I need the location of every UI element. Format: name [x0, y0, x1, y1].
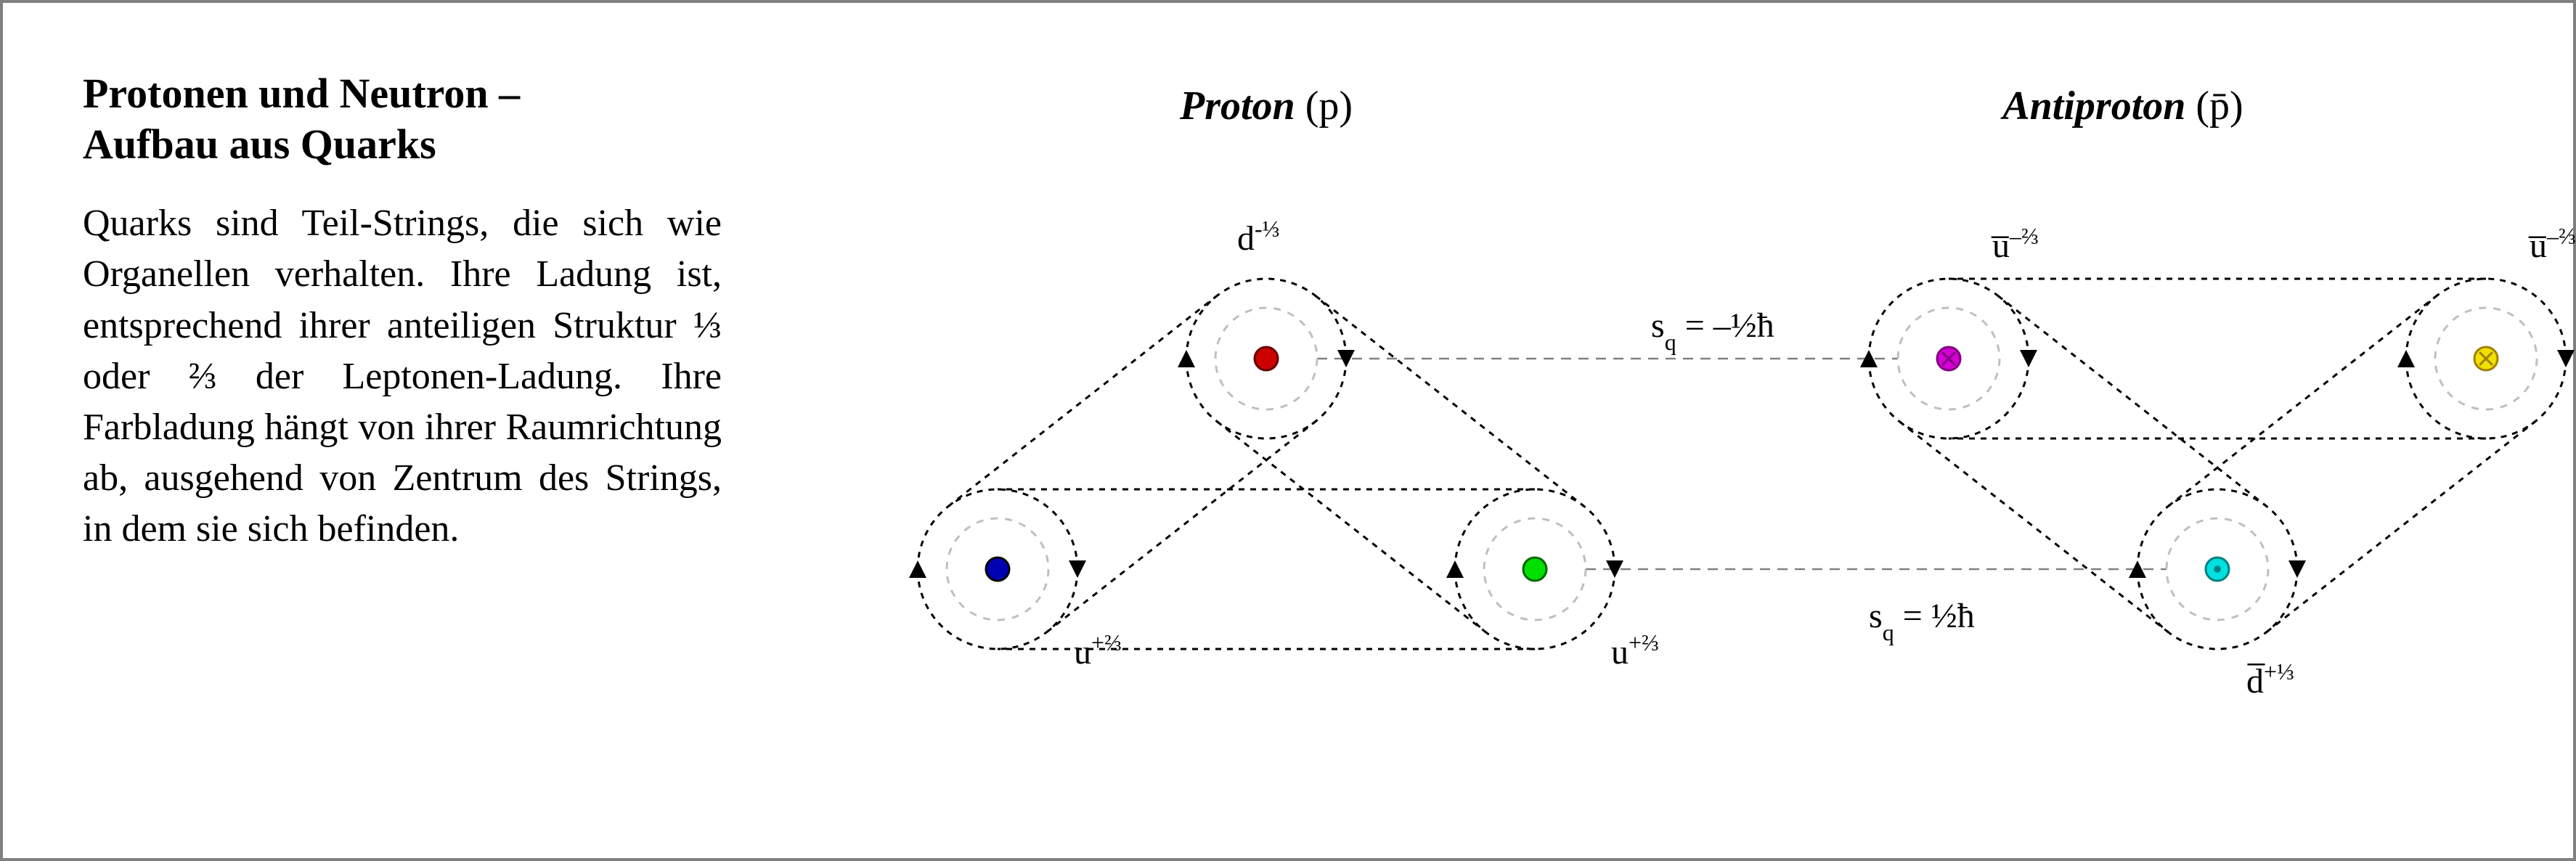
- diagram-svg: Proton (p) Antiproton (p̄) sq = –½ħ sq = ½ħ…: [802, 61, 2500, 787]
- spin-label: sq = ½ħ: [1869, 597, 1975, 645]
- title-line-1: Protonen und Neutron –: [83, 68, 722, 119]
- quark-bond: [948, 295, 1217, 506]
- spin-label: sq = –½ħ: [1651, 306, 1774, 355]
- quark-bond: [1217, 422, 1485, 632]
- quark-dot-icon: [1523, 558, 1546, 581]
- quark-label: u̅–⅔: [1991, 223, 2039, 265]
- quark-dot-icon: [986, 558, 1009, 581]
- quark-bond: [1047, 422, 1316, 632]
- quark-dot-icon: [1255, 347, 1278, 370]
- quark-label: d-⅓: [1237, 216, 1280, 258]
- quark-a-u-yel: [2406, 279, 2566, 438]
- quark-bond: [2168, 295, 2437, 506]
- quark-label: u+⅔: [1611, 629, 1659, 672]
- quark-bond: [2267, 422, 2535, 632]
- quark-label: d̅+⅓: [2246, 658, 2294, 701]
- body-paragraph: Quarks sind Teil-Strings, die sich wie O…: [83, 198, 722, 555]
- antiproton-heading: Antiproton (p̄): [2000, 83, 2243, 128]
- quark-p-u-blue: [918, 489, 1077, 649]
- quark-label: u̅–⅔: [2528, 223, 2576, 265]
- text-column: Protonen und Neutron – Aufbau aus Quarks…: [83, 68, 722, 555]
- quark-bond: [1316, 295, 1584, 506]
- quark-label: u+⅔: [1074, 629, 1122, 672]
- title-line-2: Aufbau aus Quarks: [83, 119, 722, 170]
- figure-frame: Protonen und Neutron – Aufbau aus Quarks…: [0, 0, 2576, 861]
- diagram-area: Proton (p) Antiproton (p̄) sq = –½ħ sq = ½ħ…: [802, 61, 2500, 787]
- quark-bond: [1998, 295, 2267, 506]
- proton-heading: Proton (p): [1179, 83, 1353, 128]
